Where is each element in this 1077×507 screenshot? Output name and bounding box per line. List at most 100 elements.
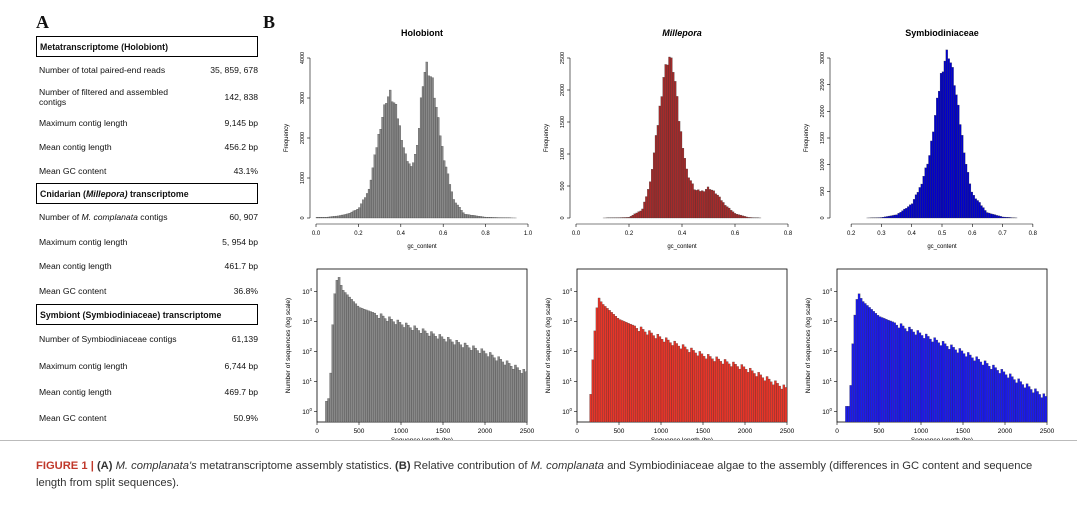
histogram-bar — [629, 323, 632, 423]
histogram-bar — [406, 161, 409, 219]
histogram-bar — [743, 216, 746, 219]
histogram-bar — [997, 215, 1000, 219]
histogram-bar — [677, 345, 681, 423]
gc-histogram-holobiont: Holobiont 0.0 0.2 0.4 0.6 0.8 1.0 0 1000 2000 3000… — [284, 28, 533, 250]
stat-label: Mean GC content — [39, 166, 107, 176]
histogram-bar — [968, 183, 972, 219]
x-tick-label: 2000 — [738, 428, 753, 435]
y-tick-label: 2000 — [560, 84, 566, 96]
figure-caption: FIGURE 1 | (A) M. complanata's metatrans… — [36, 458, 1046, 492]
histogram-bar — [969, 354, 972, 423]
histogram-bar — [922, 176, 925, 219]
histogram-bar — [728, 363, 731, 423]
histogram-bar — [451, 341, 454, 423]
histogram-bar — [354, 303, 358, 423]
histogram-bar — [483, 216, 486, 219]
histogram-bar — [344, 292, 347, 423]
histogram-bar — [901, 210, 904, 219]
y-tick-label: 101 — [302, 377, 312, 386]
histogram-bar — [964, 356, 968, 423]
x-axis-label: gc_content — [927, 244, 957, 250]
y-tick-label: 2000 — [820, 105, 826, 117]
histogram-bar — [658, 105, 661, 219]
caption-italic: M. complanata — [530, 460, 604, 472]
histogram-bar — [1009, 373, 1012, 423]
stat-label: Number of filtered and assembled contigs — [39, 87, 168, 107]
x-axis-label: gc_content — [407, 244, 437, 250]
stat-value: 61,139 — [231, 334, 258, 344]
histogram-bar — [1003, 216, 1006, 219]
histogram-bar — [431, 77, 434, 219]
histogram-bar — [928, 155, 931, 219]
histogram-bar — [610, 312, 613, 423]
histogram-bar — [522, 369, 526, 423]
histogram-bar — [441, 146, 444, 219]
histogram-bar — [1038, 394, 1041, 423]
histogram-bar — [327, 216, 330, 219]
gc-histogram-millepora: Millepora 0.0 0.2 0.4 0.6 0.8 0 500 1000 1500 2000… — [544, 28, 793, 250]
histogram-bar — [667, 339, 670, 423]
histogram-bar — [429, 76, 432, 219]
histogram-bar — [352, 301, 355, 423]
histogram-bar — [485, 217, 488, 219]
histogram-bar — [641, 208, 644, 219]
histogram-bar — [688, 352, 691, 423]
histogram-bar — [698, 351, 702, 423]
x-tick-label: 0.7 — [998, 231, 1007, 237]
chart-title: Holobiont — [401, 28, 443, 38]
stat-row: Maximum contig length 9,145 bp — [36, 111, 258, 135]
histogram-bar — [745, 216, 748, 219]
histogram-bar — [474, 347, 477, 423]
x-tick-label: 0.2 — [625, 231, 634, 237]
histogram-bar — [604, 306, 607, 423]
histogram-bar — [444, 341, 448, 423]
histogram-bar — [702, 356, 706, 423]
histogram-bar — [450, 191, 453, 219]
histogram-bar — [889, 320, 892, 423]
histogram-bar — [943, 343, 947, 423]
panel-label-a: A — [36, 12, 49, 32]
histogram-bar — [905, 208, 908, 219]
histogram-bar — [333, 216, 336, 219]
histogram-bar — [365, 309, 368, 423]
y-axis-label: Frequency — [804, 124, 810, 152]
histogram-bar — [476, 350, 479, 423]
histogram-bar — [706, 186, 710, 219]
y-tick-label: 2500 — [560, 52, 566, 64]
x-tick-label: 0.2 — [847, 231, 856, 237]
histogram-bar — [772, 384, 775, 423]
histogram-bar — [470, 350, 473, 423]
y-tick-exponent: 3 — [569, 317, 572, 322]
histogram-bar — [602, 304, 605, 423]
figure-number: FIGURE 1 | — [36, 460, 94, 472]
histogram-bar — [335, 280, 339, 423]
histogram-bar — [954, 349, 957, 423]
histogram-bar — [891, 215, 894, 219]
x-tick-label: 0.0 — [572, 231, 581, 237]
histogram-bar — [908, 326, 911, 423]
stat-label: Maximum contig length — [39, 361, 128, 371]
histogram-bar — [321, 217, 324, 219]
x-tick-label: 2500 — [780, 428, 795, 435]
histogram-bar — [375, 147, 378, 219]
histogram-bar — [329, 372, 332, 423]
histogram-bar — [891, 321, 894, 423]
histogram-bar — [419, 333, 423, 423]
histogram-bar — [333, 293, 337, 423]
histogram-bar — [520, 373, 523, 423]
histogram-bar — [455, 340, 458, 423]
stat-value: 6,744 bp — [224, 361, 258, 371]
histogram-bar — [415, 327, 418, 423]
histogram-bar — [976, 200, 979, 219]
histogram-bar — [696, 355, 699, 423]
histogram-bar — [983, 360, 987, 423]
histogram-bar — [776, 383, 779, 423]
histogram-bar — [961, 135, 964, 219]
histogram-bar — [988, 212, 991, 219]
histogram-bar — [980, 205, 983, 219]
histogram-bar — [1004, 374, 1008, 423]
histogram-bar — [1002, 371, 1006, 423]
stat-row: Number of M. complanata contigs 60, 907 — [36, 204, 258, 230]
section-title-italic: Millepora) — [85, 189, 128, 199]
histogram-bar — [350, 299, 353, 423]
